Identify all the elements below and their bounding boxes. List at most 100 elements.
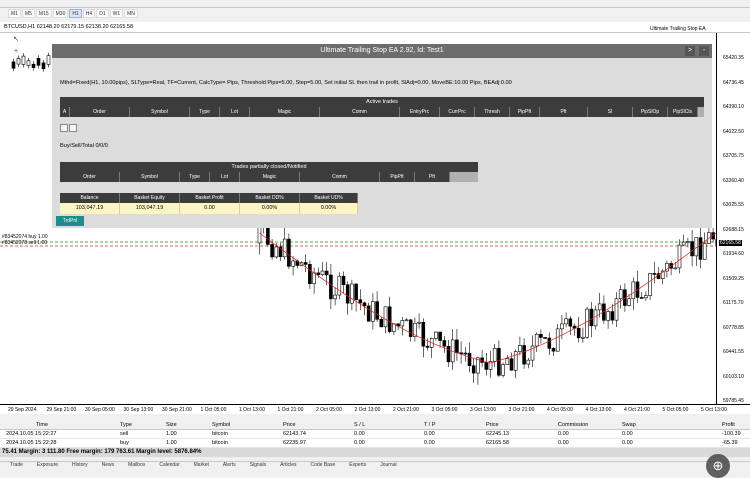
ea-panel-title[interactable]: Ultimate Trailing Stop EA 2.92, Id: Test…	[52, 44, 712, 58]
terminal-col-header[interactable]: Price	[283, 422, 296, 428]
candle-body	[401, 320, 404, 326]
timeframe-m30[interactable]: M30	[53, 9, 69, 18]
terminal-tab-experts[interactable]: Experts	[349, 462, 366, 468]
active-col-header: CurrPrc	[440, 107, 475, 117]
timeframe-d1[interactable]: D1	[96, 9, 108, 18]
candle-body	[384, 307, 387, 327]
terminal-col-header[interactable]: Price	[486, 422, 499, 428]
terminal-col-header[interactable]: Size	[166, 422, 177, 428]
candle-body	[321, 271, 324, 274]
candle-body	[556, 329, 559, 351]
time-tick-label: 2 Oct 21:00	[393, 407, 419, 413]
active-col-header: Pft	[540, 107, 588, 117]
candle-body	[42, 63, 45, 69]
basket-col-header: Basket Profit	[180, 193, 240, 203]
terminal-tab-code-base[interactable]: Code Base	[311, 462, 336, 468]
candle-body	[569, 319, 572, 326]
candle-body	[502, 365, 505, 376]
candle-body	[392, 324, 395, 332]
terminal-col-header[interactable]: Profit	[722, 422, 735, 428]
timeframe-m5[interactable]: M5	[22, 9, 35, 18]
active-col-header: Magic	[250, 107, 320, 117]
timeframe-m1[interactable]: M1	[8, 9, 21, 18]
active-col-header: Thresh	[475, 107, 510, 117]
terminal-cell-time: 2024.10.05 15:22:27	[6, 431, 56, 437]
terminal-col-header[interactable]: Swap	[622, 422, 636, 428]
terminal-tab-journal[interactable]: Journal	[380, 462, 396, 468]
candle-body	[552, 348, 555, 351]
zoom-icon[interactable]: ⊕	[706, 454, 730, 478]
terminal-tab-calendar[interactable]: Calendar	[159, 462, 179, 468]
time-tick-label: 5 Oct 05:00	[663, 407, 689, 413]
timeframe-mn[interactable]: MN	[124, 9, 138, 18]
panel-minimize-button[interactable]: -	[699, 46, 709, 56]
partial-col-header: Lot	[210, 172, 240, 182]
terminal-cell-size: 1.00	[166, 431, 177, 437]
basket-col-header: Basket Equity	[120, 193, 180, 203]
candle-body	[686, 242, 689, 243]
terminal-tab-trade[interactable]: Trade	[10, 462, 23, 468]
candle-body	[649, 273, 652, 295]
terminal-col-header[interactable]: Commission	[558, 422, 588, 428]
time-tick-label: 30 Sep 13:00	[124, 407, 154, 413]
terminal-tab-signals[interactable]: Signals	[250, 462, 266, 468]
terminal-cell-commission: 0.00	[558, 431, 569, 437]
candle-body	[275, 247, 278, 257]
terminal-tab-market[interactable]: Market	[194, 462, 209, 468]
panel-next-button[interactable]: >	[685, 46, 695, 56]
ea-corner-label: Ultimate Trailing Stop EA	[650, 26, 706, 32]
partial-scrollbar[interactable]	[450, 172, 478, 182]
candle-body	[678, 245, 681, 268]
time-tick-label: 1 Oct 21:00	[278, 407, 304, 413]
partial-col-header: Magic	[240, 172, 300, 182]
price-tick-label: 64736.45	[723, 80, 744, 86]
price-tick-label: 61175.70	[723, 300, 743, 306]
candle-body	[472, 366, 475, 373]
candle-body	[271, 244, 274, 257]
terminal-cell-commission: 0.00	[558, 440, 569, 446]
active-trades-scrollbar[interactable]	[698, 107, 704, 117]
terminal-tab-mailbox[interactable]: Mailbox	[128, 462, 145, 468]
timeframe-w1[interactable]: W1	[110, 9, 124, 18]
terminal-col-header[interactable]: S / L	[354, 422, 365, 428]
candle-body	[409, 320, 412, 337]
select-none-checkbox[interactable]	[69, 124, 77, 132]
candle-body	[653, 273, 656, 274]
timeframe-h4[interactable]: H4	[83, 9, 95, 18]
timeframe-m15[interactable]: M15	[36, 9, 52, 18]
candle-body	[355, 284, 358, 300]
candle-body	[699, 238, 702, 260]
terminal-col-header[interactable]: Symbol	[212, 422, 230, 428]
terminal-tab-history[interactable]: History	[72, 462, 88, 468]
terminal-col-header[interactable]: Time	[36, 422, 48, 428]
crosshair-icon[interactable]: +	[12, 48, 20, 56]
timeframe-h1[interactable]: H1	[69, 9, 81, 18]
terminal-tab-news[interactable]: News	[102, 462, 115, 468]
time-tick-label: 4 Oct 21:00	[624, 407, 650, 413]
candle-body	[388, 307, 391, 332]
price-tick-label: 60103.10	[723, 374, 744, 380]
terminal-col-header[interactable]: Type	[120, 422, 132, 428]
terminal-cell-sl: 0.00	[354, 440, 365, 446]
select-all-checkbox[interactable]	[60, 124, 68, 132]
trd-pnl-button[interactable]: TrdPnl	[56, 216, 84, 226]
candle-body	[455, 340, 458, 353]
candle-body	[703, 244, 706, 260]
terminal-tab-exposure[interactable]: Exposure	[37, 462, 58, 468]
candle-body	[308, 264, 311, 283]
basket-value: 0.00	[180, 203, 240, 214]
arrow-icon[interactable]: ↖	[12, 36, 20, 44]
terminal-tab-alerts[interactable]: Alerts	[223, 462, 236, 468]
candle-body	[422, 322, 425, 346]
active-col-header: EntryPrc	[400, 107, 440, 117]
time-tick-label: 3 Oct 05:00	[432, 407, 458, 413]
terminal-tab-articles[interactable]: Articles	[280, 462, 296, 468]
candle-body	[325, 271, 328, 275]
terminal-col-header[interactable]: T / P	[424, 422, 436, 428]
